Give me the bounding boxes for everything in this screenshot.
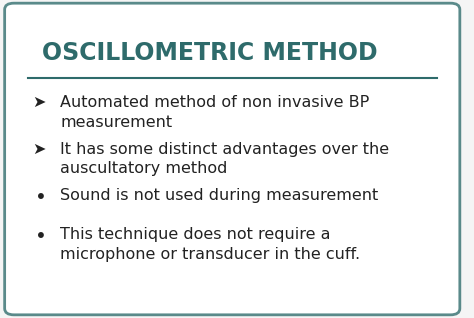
Text: Automated method of non invasive BP
measurement: Automated method of non invasive BP meas… (60, 95, 370, 130)
Text: This technique does not require a
microphone or transducer in the cuff.: This technique does not require a microp… (60, 227, 361, 262)
Text: Sound is not used during measurement: Sound is not used during measurement (60, 188, 379, 203)
Text: ➤: ➤ (33, 95, 46, 110)
Text: •: • (35, 188, 47, 207)
Text: ➤: ➤ (33, 142, 46, 156)
Text: OSCILLOMETRIC METHOD: OSCILLOMETRIC METHOD (42, 41, 377, 65)
Text: •: • (35, 227, 47, 246)
Text: It has some distinct advantages over the
auscultatory method: It has some distinct advantages over the… (60, 142, 390, 176)
FancyBboxPatch shape (5, 3, 460, 315)
